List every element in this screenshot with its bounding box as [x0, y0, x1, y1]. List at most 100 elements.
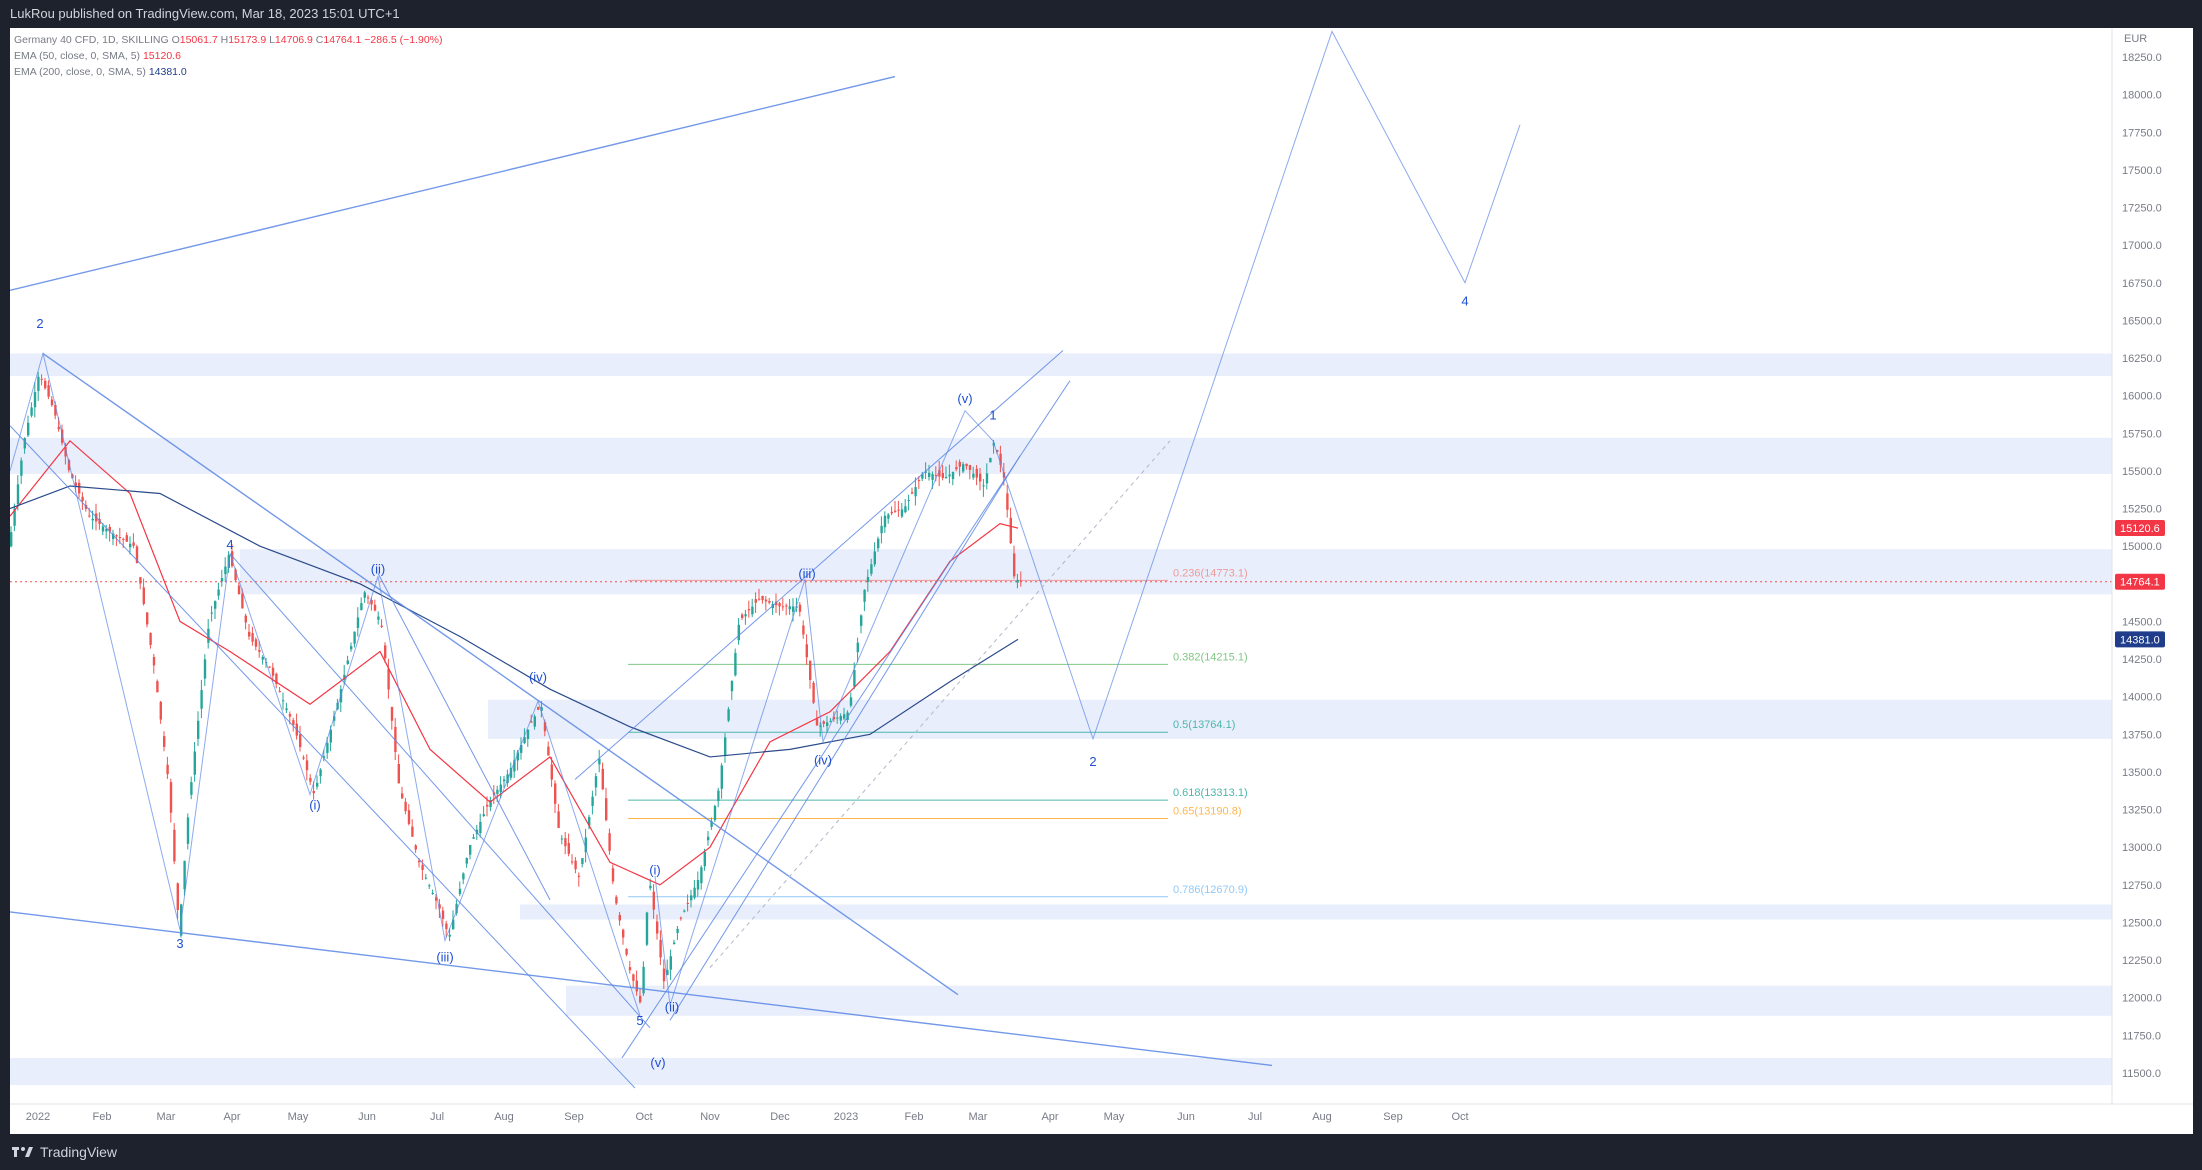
candle-body: [81, 496, 84, 502]
candle-body: [200, 690, 203, 709]
candle-body: [768, 601, 771, 603]
candle-body: [418, 860, 421, 863]
price-tick-label: 13000.0: [2122, 842, 2162, 854]
candle-body: [312, 791, 315, 794]
tradingview-logo[interactable]: TradingView: [12, 1143, 117, 1161]
candle-body: [231, 551, 234, 567]
candle-body: [479, 821, 482, 833]
currency-label: EUR: [2124, 33, 2147, 45]
candle-body: [64, 447, 67, 457]
candle-body: [54, 405, 57, 416]
candle-body: [248, 631, 251, 637]
price-axis[interactable]: EUR 11500.0 11750.0 12000.0 12250.0 12500.0 12…: [2111, 28, 2193, 1134]
legend-high: 15173.9: [228, 34, 269, 46]
legend-change: −286.5 (−1.90%): [364, 34, 442, 46]
candle-body: [686, 902, 689, 904]
candle-body: [591, 796, 594, 806]
chart-legend[interactable]: Germany 40 CFD, 1D, SKILLING O15061.7 H1…: [14, 34, 443, 78]
candle-body: [88, 515, 91, 517]
wave-label: (iv): [529, 670, 547, 685]
candle-body: [384, 645, 387, 659]
candle-body: [305, 760, 309, 771]
candle-body: [911, 492, 914, 494]
price-chart[interactable]: 0.236(14773.1) 0.382(14215.1) 0.5(13764.1)…: [9, 9, 2193, 1134]
candle-body: [387, 668, 390, 690]
price-zone: [240, 549, 2112, 595]
upper-trendline[interactable]: [9, 75, 896, 291]
candlesticks: [10, 372, 1023, 1004]
candle-body: [914, 487, 917, 497]
candle-body: [210, 612, 213, 614]
candle-body: [985, 473, 989, 484]
candle-body: [411, 826, 414, 837]
candle-body: [115, 535, 118, 537]
wave-label: 4: [226, 537, 233, 552]
candle-body: [812, 682, 815, 703]
candle-body: [176, 883, 179, 910]
candle-body: [401, 793, 404, 799]
price-tick-label: 14000.0: [2122, 692, 2162, 704]
candle-body: [615, 896, 618, 904]
candle-body: [900, 509, 904, 517]
time-tick-label: May: [288, 1111, 309, 1123]
descending-channel-top[interactable]: [42, 352, 959, 996]
price-tick-label: 15000.0: [2122, 541, 2162, 553]
candle-body: [261, 656, 264, 660]
candle-body: [10, 532, 13, 547]
time-axis[interactable]: 2022 Feb Mar Apr May Jun Jul Aug Sep Oct Nov Dec 202…: [10, 1103, 2193, 1123]
candle-body: [798, 604, 802, 612]
candle-body: [98, 519, 101, 524]
candle-body: [958, 461, 961, 467]
rising-channel-bottom[interactable]: [621, 380, 1071, 1059]
candle-body: [91, 518, 94, 521]
candle-body: [747, 609, 751, 611]
tradingview-logo-icon: [12, 1147, 33, 1157]
candle-body: [744, 614, 747, 617]
candle-body: [856, 642, 859, 653]
candle-body: [792, 606, 795, 612]
time-tick-label: Aug: [1312, 1111, 1332, 1123]
wave-label: (iii): [436, 950, 453, 965]
lower-trendline[interactable]: [9, 911, 1273, 1067]
candle-body: [727, 709, 730, 721]
candle-body: [547, 746, 550, 756]
time-tick-label: Sep: [1383, 1111, 1403, 1123]
candle-body: [78, 482, 81, 494]
legend-ema50-value: 15120.6: [143, 50, 181, 62]
inner-channel[interactable]: [229, 553, 651, 1029]
ema50-line[interactable]: [9, 439, 1019, 886]
legend-o-label: O: [172, 34, 180, 46]
candle-body: [282, 700, 285, 702]
candle-body: [472, 837, 475, 839]
candle-body: [948, 474, 951, 477]
candle-body: [581, 858, 584, 865]
candle-body: [673, 942, 676, 945]
support-resistance-zones: [10, 353, 2112, 1086]
legend-ema50-row: EMA (50, close, 0, SMA, 5) 15120.6: [14, 50, 181, 62]
candle-body: [829, 720, 832, 722]
candle-body: [639, 995, 642, 1003]
candle-body: [625, 948, 628, 955]
candle-body: [972, 473, 975, 478]
ema200-line[interactable]: [9, 485, 1019, 758]
wave-count-path[interactable]: [9, 351, 641, 1016]
rising-channel-mid[interactable]: [669, 455, 1021, 1021]
inner-channel[interactable]: [377, 573, 551, 901]
wave-label: (ii): [665, 999, 679, 1014]
candle-body: [50, 399, 54, 406]
price-tick-label: 16500.0: [2122, 315, 2162, 327]
descending-channel-bottom[interactable]: [9, 425, 636, 1089]
candle-body: [822, 721, 825, 724]
candle-body: [635, 980, 638, 992]
time-tick-label: Oct: [635, 1111, 652, 1123]
rising-channel-top[interactable]: [574, 350, 1064, 780]
time-tick-label: Oct: [1451, 1111, 1468, 1123]
legend-close: 14764.1: [323, 34, 364, 46]
candle-body: [16, 484, 20, 505]
candle-body: [129, 543, 132, 548]
candle-body: [319, 769, 322, 777]
candle-body: [407, 810, 411, 824]
wave-projection-path[interactable]: [654, 30, 1521, 1006]
candle-body: [520, 744, 523, 753]
chart-frame[interactable]: 0.236(14773.1) 0.382(14215.1) 0.5(13764.1)…: [9, 9, 2193, 1134]
